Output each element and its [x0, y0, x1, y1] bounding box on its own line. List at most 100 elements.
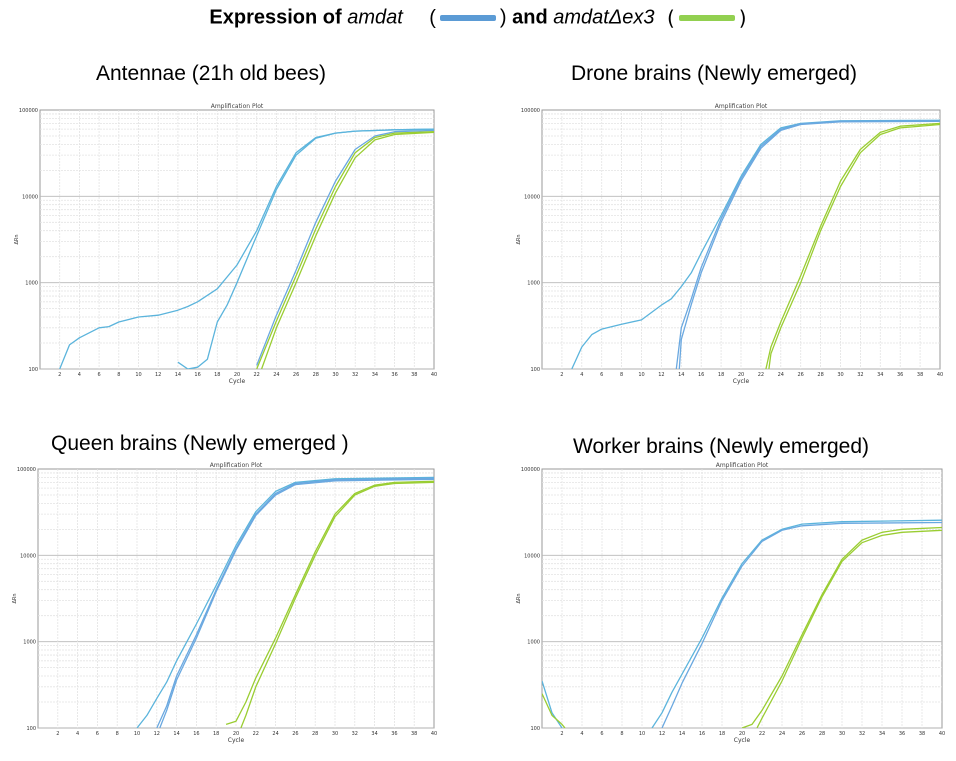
- amplification-curve-6: [756, 529, 942, 728]
- grid-lines: [38, 469, 434, 729]
- x-tick-label: 16: [699, 731, 705, 737]
- header-close-paren-1: ): [499, 6, 507, 29]
- amplification-curve-2: [542, 693, 566, 728]
- x-tick-label: 28: [819, 731, 825, 737]
- amplification-curve-5: [260, 131, 434, 369]
- grid-lines: [542, 110, 940, 370]
- panel-title-worker-brains: Worker brains (Newly emerged): [573, 435, 870, 458]
- x-tick-label: 8: [620, 372, 623, 378]
- x-tick-label: 26: [293, 372, 299, 378]
- plot-subtitle: Amplification Plot: [210, 462, 263, 469]
- x-tick-label: 40: [431, 372, 437, 378]
- panel-title-queen-brains: Queen brains (Newly emerged ): [51, 432, 349, 455]
- x-tick-label: 14: [679, 731, 685, 737]
- x-tick-label: 20: [739, 731, 745, 737]
- x-tick-label: 36: [391, 731, 397, 737]
- x-tick-label: 18: [719, 731, 725, 737]
- y-tick-label: 100000: [17, 467, 36, 473]
- amplification-curve-3: [159, 478, 434, 728]
- x-tick-label: 36: [899, 731, 905, 737]
- x-tick-label: 14: [175, 372, 181, 378]
- x-axis-label: Cycle: [228, 737, 245, 744]
- header-open-paren-1: (: [429, 6, 436, 29]
- x-tick-label: 12: [659, 731, 665, 737]
- x-tick-label: 4: [78, 372, 81, 378]
- plot-subtitle: Amplification Plot: [716, 462, 769, 469]
- x-tick-label: 28: [313, 372, 319, 378]
- x-tick-label: 10: [639, 731, 645, 737]
- panel-title-antennae: Antennae (21h old bees): [96, 62, 327, 85]
- amplification-curve-4: [256, 131, 434, 369]
- header-text-expression: Expression of: [209, 6, 348, 29]
- y-tick-label: 100: [530, 726, 540, 732]
- x-tick-label: 12: [155, 372, 161, 378]
- x-tick-label: 22: [253, 731, 259, 737]
- x-tick-label: 38: [411, 372, 417, 378]
- y-axis-label: ΔRn: [14, 234, 20, 244]
- panel-title-drone-brains: Drone brains (Newly emerged): [571, 62, 857, 85]
- y-axis-label: ΔRn: [516, 593, 522, 603]
- x-tick-label: 38: [919, 731, 925, 737]
- x-tick-label: 24: [778, 372, 784, 378]
- header-open-paren-2: (: [666, 6, 675, 30]
- x-tick-label: 30: [332, 731, 338, 737]
- y-axis-label: ΔRn: [12, 593, 18, 603]
- x-tick-label: 34: [877, 372, 883, 378]
- y-tick-label: 1000: [527, 281, 540, 287]
- amplification-curve-3: [651, 519, 942, 728]
- x-tick-label: 40: [939, 731, 945, 737]
- y-tick-label: 1000: [23, 640, 36, 646]
- x-tick-label: 36: [897, 372, 903, 378]
- x-tick-label: 36: [391, 372, 397, 378]
- y-tick-label: 10000: [524, 553, 540, 559]
- x-tick-label: 8: [117, 372, 120, 378]
- plot-subtitle: Amplification Plot: [211, 103, 264, 110]
- y-tick-label: 1000: [527, 640, 540, 646]
- x-tick-label: 2: [58, 372, 61, 378]
- x-tick-label: 32: [352, 731, 358, 737]
- x-tick-label: 32: [857, 372, 863, 378]
- x-tick-label: 22: [758, 372, 764, 378]
- amplification-curve-2: [177, 128, 434, 369]
- amplification-curves: [542, 519, 942, 728]
- y-tick-label: 100000: [521, 108, 540, 114]
- x-tick-label: 24: [272, 731, 278, 737]
- x-tick-label: 40: [937, 372, 943, 378]
- plot-subtitle: Amplification Plot: [715, 103, 768, 110]
- x-axis-label: Cycle: [734, 737, 751, 744]
- x-tick-label: 6: [96, 731, 99, 737]
- x-tick-label: 30: [839, 731, 845, 737]
- amplification-curve-3: [678, 120, 940, 369]
- x-tick-label: 26: [292, 731, 298, 737]
- x-tick-label: 34: [879, 731, 885, 737]
- x-tick-label: 26: [798, 372, 804, 378]
- y-tick-label: 10000: [22, 194, 38, 200]
- amplification-curves: [59, 128, 434, 369]
- x-tick-label: 24: [779, 731, 785, 737]
- x-tick-label: 38: [411, 731, 417, 737]
- x-tick-label: 4: [580, 372, 583, 378]
- x-tick-label: 26: [799, 731, 805, 737]
- header-gene-amdat-delta-ex3: amdatΔex3: [553, 6, 655, 29]
- y-tick-label: 10000: [20, 553, 36, 559]
- legend-swatch-amdat: [439, 15, 496, 21]
- x-tick-label: 8: [116, 731, 119, 737]
- amplification-curve-2: [156, 477, 434, 728]
- x-tick-label: 10: [638, 372, 644, 378]
- x-tick-label: 6: [600, 372, 603, 378]
- x-axis-label: Cycle: [733, 378, 750, 385]
- x-tick-label: 4: [580, 731, 583, 737]
- x-tick-label: 22: [254, 372, 260, 378]
- x-tick-label: 40: [431, 731, 437, 737]
- x-tick-label: 30: [837, 372, 843, 378]
- amplification-curve-1: [136, 476, 434, 728]
- amplification-curve-5: [768, 123, 940, 369]
- x-tick-label: 6: [98, 372, 101, 378]
- amplification-curve-5: [741, 526, 942, 728]
- x-tick-label: 22: [759, 731, 765, 737]
- x-tick-label: 12: [154, 731, 160, 737]
- y-tick-label: 100: [530, 367, 540, 373]
